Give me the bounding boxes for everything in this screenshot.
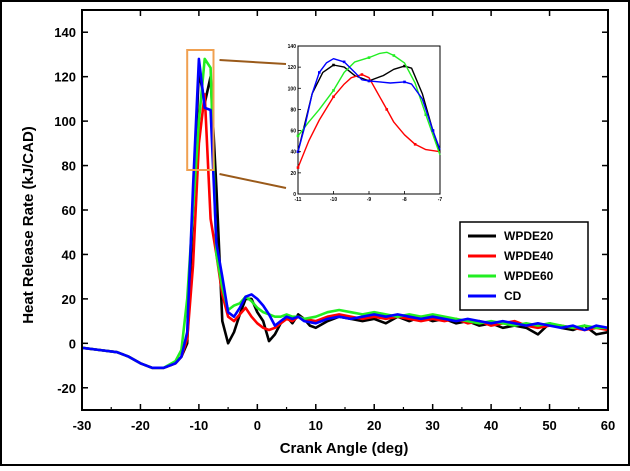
inset-x-tick-label: -8 (402, 197, 407, 203)
inset-x-tick-label: -11 (295, 197, 302, 203)
y-tick-label: 40 (62, 247, 76, 262)
x-axis-ticks: -30 -20 -10 0 10 20 30 40 50 60 (73, 10, 615, 433)
inset-series-line-wpde40 (297, 73, 441, 168)
inset-y-tick-label: 120 (288, 65, 297, 71)
inset-marker (403, 64, 406, 68)
x-tick-label: 0 (254, 418, 261, 433)
inset-series-line-cd (297, 58, 441, 152)
x-tick-label: 20 (367, 418, 381, 433)
inset-y-tick-label: 140 (288, 44, 297, 50)
inset-marker (360, 73, 364, 76)
inset-marker (367, 56, 371, 59)
zoom-indicator (186, 49, 287, 189)
inset-marker (332, 63, 335, 67)
inset-marker (342, 60, 346, 64)
x-tick-label: 30 (425, 418, 439, 433)
inset-marker (424, 113, 428, 117)
y-tick-label: 20 (62, 292, 76, 307)
x-axis-title: Crank Angle (deg) (280, 440, 409, 457)
y-tick-label: 60 (62, 203, 76, 218)
inset-y-tick-label: 20 (290, 171, 296, 177)
inset-y-tick-label: 80 (290, 107, 296, 113)
inset-marker (392, 54, 396, 57)
legend-label-wpde20: WPDE20 (504, 229, 554, 243)
x-tick-label: -20 (131, 418, 150, 433)
inset-marker (332, 89, 335, 92)
x-tick-label: -10 (189, 418, 208, 433)
inset-marker (413, 143, 417, 146)
inset-y-tick-label: 0 (293, 192, 296, 198)
inset-chart: -11 -10 -9 -8 -7 0 20 40 60 80 100 120 140 (288, 44, 443, 203)
inset-y-tick-label: 40 (290, 150, 296, 156)
x-tick-label: 40 (484, 418, 498, 433)
zoom-connector-top (219, 59, 287, 65)
y-tick-label: 0 (69, 336, 76, 351)
y-axis-ticks: -20 0 20 40 60 80 100 120 140 (54, 25, 608, 396)
x-tick-label: 60 (601, 418, 615, 433)
x-tick-label: 10 (309, 418, 323, 433)
inset-y-tick-label: 100 (288, 86, 297, 92)
inset-marker (318, 71, 321, 74)
inset-x-tick-label: -9 (367, 197, 372, 203)
inset-marker (431, 129, 435, 132)
inset-series-line-wpde20 (297, 64, 441, 152)
series-layer (81, 57, 609, 370)
inset-y-tick-label: 60 (290, 129, 296, 135)
inset-x-tick-label: -7 (438, 197, 443, 203)
zoom-box (186, 49, 215, 171)
y-tick-label: -20 (57, 381, 76, 396)
inset-series-line-wpde60 (297, 51, 441, 156)
inset-marker (403, 80, 406, 84)
inset-marker (385, 108, 389, 111)
y-tick-label: 120 (54, 70, 76, 85)
legend-label-cd: CD (504, 289, 522, 303)
y-tick-label: 100 (54, 114, 76, 129)
inset-frame (297, 45, 441, 195)
x-tick-label: -30 (73, 418, 92, 433)
inset-marker (296, 166, 300, 169)
legend: WPDE20 WPDE40 WPDE60 CD (459, 221, 589, 311)
zoom-connector-bottom (219, 173, 287, 189)
y-axis-title: Heat Release Rate (kJ/CAD) (20, 126, 37, 324)
series-line-cd (81, 57, 609, 370)
inset-marker (332, 95, 335, 99)
inset-x-tick-label: -10 (330, 197, 337, 203)
inset-marker (296, 134, 300, 138)
legend-label-wpde40: WPDE40 (504, 249, 554, 263)
y-tick-label: 80 (62, 159, 76, 174)
y-tick-label: 140 (54, 25, 76, 40)
inset-marker (367, 79, 371, 83)
x-tick-label: 50 (542, 418, 556, 433)
legend-label-wpde60: WPDE60 (504, 269, 554, 283)
